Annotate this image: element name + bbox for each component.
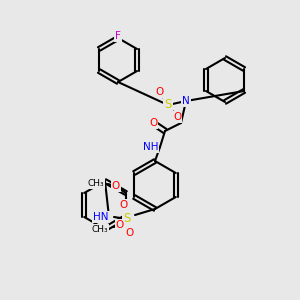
- Text: HN: HN: [94, 212, 109, 222]
- Text: F: F: [115, 31, 121, 41]
- Text: O: O: [149, 118, 157, 128]
- Text: O: O: [120, 200, 128, 210]
- Text: N: N: [182, 96, 190, 106]
- Text: O: O: [156, 87, 164, 97]
- Text: O: O: [173, 112, 181, 122]
- Text: O: O: [126, 228, 134, 238]
- Text: S: S: [123, 212, 131, 226]
- Text: NH: NH: [142, 142, 158, 152]
- Text: S: S: [164, 98, 172, 112]
- Text: O: O: [116, 220, 124, 230]
- Text: CH₃: CH₃: [87, 179, 104, 188]
- Text: CH₃: CH₃: [91, 224, 108, 233]
- Text: O: O: [112, 181, 120, 191]
